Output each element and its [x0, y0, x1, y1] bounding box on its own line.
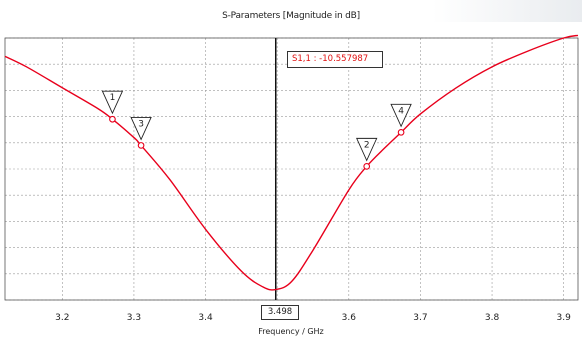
marker-number: 4 — [398, 106, 404, 116]
chart-title: S-Parameters [Magnitude in dB] — [222, 11, 360, 21]
marker-point[interactable] — [109, 115, 116, 123]
toolbar-shade — [432, 0, 582, 22]
x-tick-label: 3.2 — [55, 313, 69, 323]
marker-point[interactable] — [397, 128, 405, 136]
marker-point[interactable] — [137, 142, 145, 149]
marker-point[interactable] — [363, 163, 371, 170]
marker-number: 2 — [364, 140, 370, 150]
x-axis-ticks: 3.23.33.43.53.63.73.83.9 — [55, 313, 571, 323]
marker-flag[interactable] — [101, 90, 124, 115]
plot-frame — [4, 37, 579, 301]
x-tick-label: 3.8 — [485, 313, 500, 323]
x-tick-label: 3.3 — [127, 313, 141, 323]
cursor-readout[interactable]: S1,1 : -10.557987 — [287, 51, 383, 68]
markers: 1 2 3 4 — [101, 90, 412, 170]
marker-flag[interactable] — [356, 137, 378, 162]
x-tick-label: 3.6 — [342, 313, 357, 323]
x-tick-label: 3.4 — [198, 313, 213, 323]
x-tick-label: 3.9 — [557, 313, 572, 323]
marker-number: 1 — [110, 93, 116, 103]
marker-flag[interactable] — [130, 116, 152, 141]
x-tick-label: 3.7 — [413, 313, 427, 323]
cursor-frequency-label[interactable]: 3.498 — [261, 305, 299, 320]
marker-number: 3 — [138, 119, 144, 129]
grid — [5, 37, 578, 301]
x-axis-label: Frequency / GHz — [258, 327, 324, 336]
marker-flag[interactable] — [390, 103, 412, 128]
